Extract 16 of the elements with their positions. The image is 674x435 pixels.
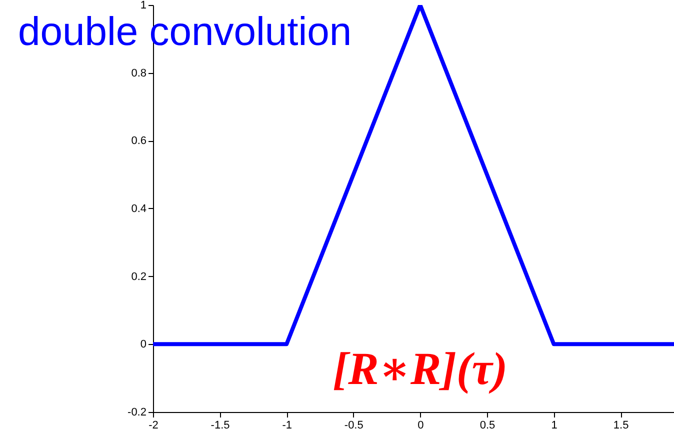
x-tick-label: 0.5	[480, 420, 496, 432]
x-tick-label: -1	[282, 420, 292, 432]
x-tick-label: 1.5	[613, 420, 629, 432]
annotation: [R∗R](τ)	[332, 343, 508, 394]
y-tick-label: 0.8	[131, 67, 146, 80]
x-tick-label: 0	[418, 420, 424, 432]
y-tick-label: 0.2	[131, 270, 146, 283]
y-tick-label: 1	[140, 0, 146, 12]
x-tick-label: 1	[551, 420, 558, 432]
y-tick-label: 0	[140, 338, 146, 351]
x-tick-label: -2	[148, 420, 158, 432]
y-tick-label: -0.2	[128, 406, 146, 418]
x-tick-label: -1.5	[210, 420, 230, 432]
y-tick-label: 0.4	[131, 203, 146, 215]
x-tick-label: -0.5	[344, 420, 364, 432]
y-tick-label: 0.6	[131, 135, 146, 148]
